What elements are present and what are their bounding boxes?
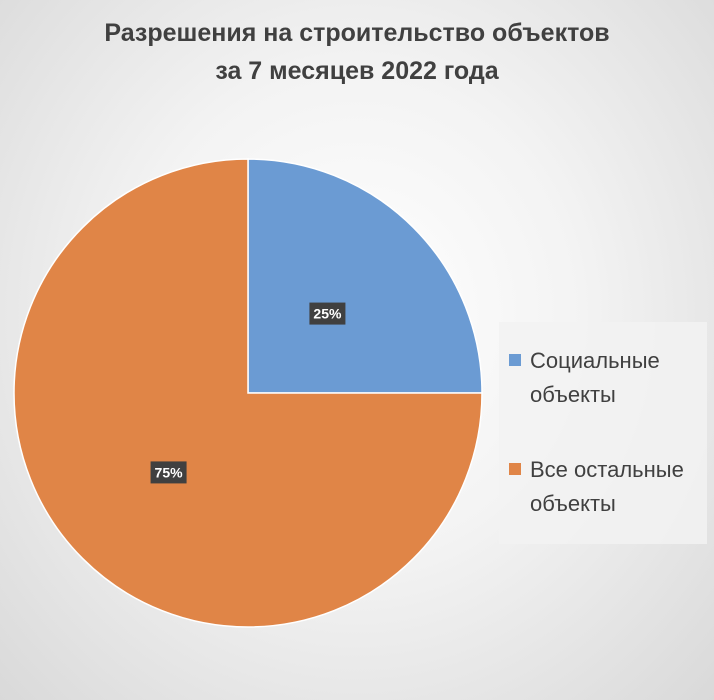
data-label-box-other [150, 461, 187, 484]
data-label-other: 75% [150, 461, 187, 484]
legend-label-other-line-2: объекты [530, 491, 616, 516]
legend-label-social: Социальные объекты [530, 344, 705, 412]
pie-slice-social [247, 158, 483, 394]
chart-title: Разрешения на строительство объектов за … [0, 14, 714, 90]
legend-swatch-other [509, 463, 521, 475]
chart-title-line-2: за 7 месяцев 2022 года [215, 57, 499, 85]
chart-legend: Социальные объекты Все остальные объекты [499, 322, 707, 544]
legend-label-social-line-2: объекты [530, 382, 616, 407]
data-label-text-other: 75% [155, 464, 184, 480]
data-label-social: 25% [309, 302, 346, 325]
data-label-box-social [309, 302, 346, 325]
legend-swatch-social [509, 354, 521, 366]
legend-label-social-line-1: Социальные [530, 348, 660, 373]
legend-label-other: Все остальные объекты [530, 453, 705, 521]
pie-slice-other [13, 158, 483, 628]
legend-label-other-line-1: Все остальные [530, 457, 684, 482]
data-label-text-social: 25% [313, 306, 342, 322]
chart-title-line-1: Разрешения на строительство объектов [104, 19, 610, 47]
